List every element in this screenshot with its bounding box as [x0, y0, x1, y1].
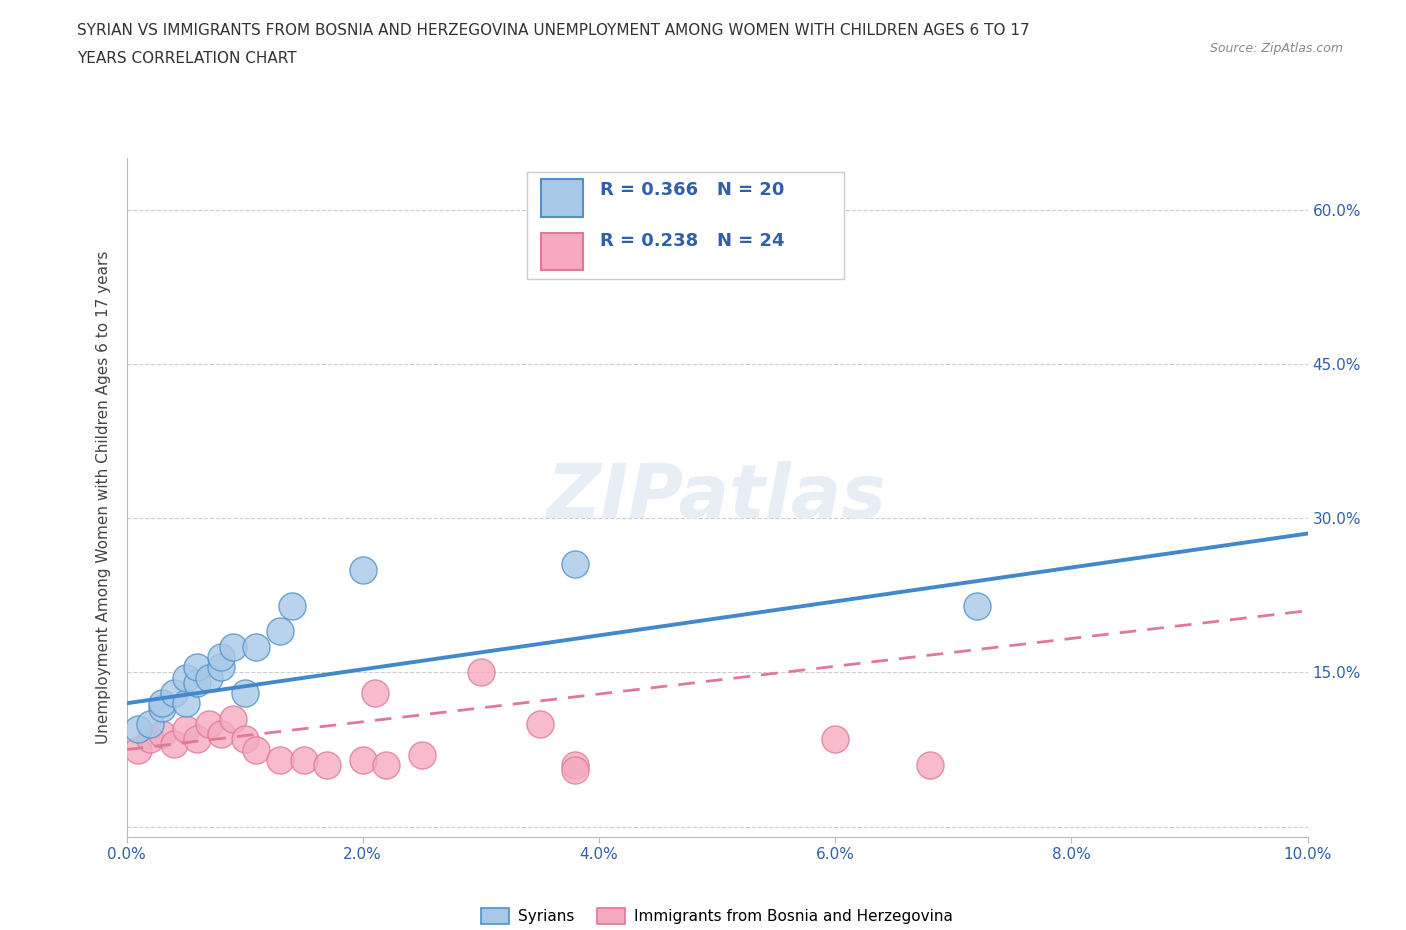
Point [281, 598, 304, 613]
Point [150, 726, 173, 741]
Point [233, 685, 256, 700]
Point [245, 639, 267, 654]
Point [529, 716, 551, 731]
Point [209, 649, 232, 664]
Text: YEARS CORRELATION CHART: YEARS CORRELATION CHART [77, 51, 297, 66]
Point [375, 758, 398, 773]
Point [564, 758, 586, 773]
Legend: Syrians, Immigrants from Bosnia and Herzegovina: Syrians, Immigrants from Bosnia and Herz… [475, 902, 959, 930]
Point [269, 752, 291, 767]
Point [564, 557, 586, 572]
Point [186, 732, 208, 747]
Point [198, 671, 221, 685]
Point [966, 598, 988, 613]
Point [150, 701, 173, 716]
Point [411, 748, 433, 763]
Point [209, 726, 232, 741]
Point [352, 752, 374, 767]
Point [163, 737, 186, 751]
Point [824, 732, 846, 747]
Point [174, 671, 197, 685]
Point [222, 711, 245, 726]
Point [316, 758, 339, 773]
Text: R = 0.238   N = 24: R = 0.238 N = 24 [600, 232, 785, 249]
Point [139, 716, 162, 731]
Point [352, 562, 374, 577]
Text: ZIPatlas: ZIPatlas [547, 461, 887, 534]
Text: R = 0.366   N = 20: R = 0.366 N = 20 [600, 181, 785, 199]
Text: SYRIAN VS IMMIGRANTS FROM BOSNIA AND HERZEGOVINA UNEMPLOYMENT AMONG WOMEN WITH C: SYRIAN VS IMMIGRANTS FROM BOSNIA AND HER… [77, 23, 1031, 38]
Point [209, 660, 232, 675]
Point [163, 685, 186, 700]
Point [222, 639, 245, 654]
Point [363, 685, 385, 700]
Point [186, 675, 208, 690]
Point [174, 722, 197, 737]
Point [564, 763, 586, 777]
Point [127, 742, 149, 757]
Point [174, 696, 197, 711]
Point [186, 660, 208, 675]
Y-axis label: Unemployment Among Women with Children Ages 6 to 17 years: Unemployment Among Women with Children A… [96, 251, 111, 744]
Point [269, 624, 291, 639]
Point [198, 716, 221, 731]
Point [127, 722, 149, 737]
Point [470, 665, 492, 680]
Point [150, 696, 173, 711]
Point [245, 742, 267, 757]
Point [918, 758, 941, 773]
Text: Source: ZipAtlas.com: Source: ZipAtlas.com [1209, 42, 1343, 55]
Point [292, 752, 315, 767]
Point [139, 732, 162, 747]
Point [233, 732, 256, 747]
